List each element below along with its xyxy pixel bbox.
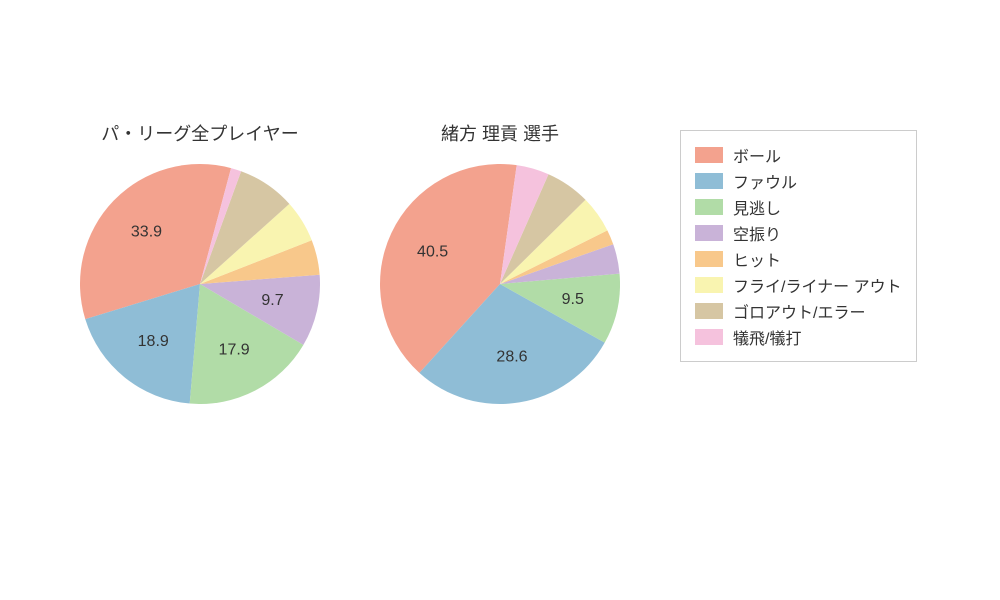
legend-swatch-fly_out — [695, 277, 723, 293]
legend-swatch-sac — [695, 329, 723, 345]
legend-label-foul: ファウル — [733, 169, 797, 193]
pie-league-title: パ・リーグ全プレイヤー — [80, 120, 320, 146]
legend-row-ball: ボール — [695, 143, 902, 167]
legend-box: ボールファウル見逃し空振りヒットフライ/ライナー アウトゴロアウト/エラー犠飛/… — [680, 130, 917, 362]
pie-label-ball: 33.9 — [131, 224, 162, 241]
legend-row-looking: 見逃し — [695, 195, 902, 219]
pie-league-svg: 33.9 18.9 17.9 9.7 — [80, 164, 320, 404]
legend-row-swing: 空振り — [695, 221, 902, 245]
legend-swatch-swing — [695, 225, 723, 241]
pie-label-ball: 40.5 — [417, 244, 448, 261]
legend-row-foul: ファウル — [695, 169, 902, 193]
legend-row-hit: ヒット — [695, 247, 902, 271]
pie-label-foul: 18.9 — [138, 333, 169, 350]
legend-row-ground_out: ゴロアウト/エラー — [695, 299, 902, 323]
pie-player-wrap: 緒方 理貢 選手 40.5 28.6 9.5 — [380, 120, 620, 404]
legend-label-sac: 犠飛/犠打 — [733, 325, 801, 349]
legend-swatch-looking — [695, 199, 723, 215]
pie-label-looking: 17.9 — [219, 341, 250, 358]
legend-label-swing: 空振り — [733, 221, 781, 245]
legend-label-ball: ボール — [733, 143, 781, 167]
legend-label-fly_out: フライ/ライナー アウト — [733, 273, 902, 297]
pie-player-title: 緒方 理貢 選手 — [380, 120, 620, 146]
chart-container: パ・リーグ全プレイヤー 33.9 18.9 17.9 9.7 緒方 理貢 選手 40.… — [0, 0, 1000, 600]
legend-swatch-ground_out — [695, 303, 723, 319]
legend-row-fly_out: フライ/ライナー アウト — [695, 273, 902, 297]
pie-label-foul: 28.6 — [496, 349, 527, 366]
legend-label-looking: 見逃し — [733, 195, 781, 219]
legend-swatch-foul — [695, 173, 723, 189]
legend-label-ground_out: ゴロアウト/エラー — [733, 299, 865, 323]
legend-row-sac: 犠飛/犠打 — [695, 325, 902, 349]
pie-label-looking: 9.5 — [562, 291, 584, 308]
legend-swatch-ball — [695, 147, 723, 163]
legend-label-hit: ヒット — [733, 247, 781, 271]
pie-player-svg: 40.5 28.6 9.5 — [380, 164, 620, 404]
legend-swatch-hit — [695, 251, 723, 267]
pie-label-swing: 9.7 — [261, 292, 283, 309]
pie-league-wrap: パ・リーグ全プレイヤー 33.9 18.9 17.9 9.7 — [80, 120, 320, 404]
